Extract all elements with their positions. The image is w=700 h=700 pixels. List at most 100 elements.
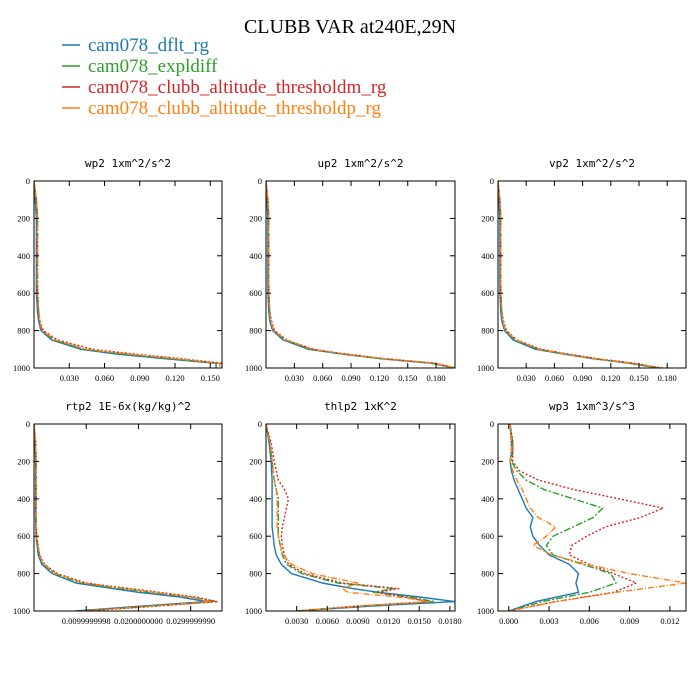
y-tick-label: 400: [17, 494, 30, 504]
legend-label: cam078_dflt_rg: [88, 35, 210, 56]
panel-title: rtp2 1E-6x(kg/kg)^2: [65, 400, 191, 413]
series-group: [34, 424, 218, 611]
panel-title: vp2 1xm^2/s^2: [549, 157, 635, 170]
series-line: [266, 424, 431, 611]
series-line: [34, 424, 208, 611]
panel: rtp2 1E-6x(kg/kg)^2 0 200 400 600 800 1000 0.00…: [13, 400, 223, 626]
y-tick-label: 0: [26, 176, 30, 186]
y-tick-label: 800: [17, 326, 30, 336]
panel-title: thlp2 1xK^2: [324, 400, 397, 413]
panel-frame: [33, 180, 223, 369]
x-tick-label: 0.006: [580, 616, 599, 626]
x-tick-label: 0.0200000000: [114, 616, 163, 626]
panel: vp2 1xm^2/s^2 0 200 400 600 800 1000 0.030 0.060…: [477, 157, 687, 383]
x-tick-label: 0.0060: [316, 616, 339, 626]
legend-entry: cam078_dflt_rg: [62, 35, 210, 56]
legend-label: cam078_expldiff: [88, 56, 218, 77]
series-line: [34, 424, 213, 611]
legend-label: cam078_clubb_altitude_thresholdp_rg: [88, 98, 382, 119]
x-tick-label: 0.120: [370, 373, 389, 383]
panel: wp3 1xm^3/s^3 0 200 400 600 800 1000 0.000 0.003…: [477, 400, 687, 626]
x-tick-label: 0.030: [60, 373, 79, 383]
series-line: [34, 424, 218, 611]
y-tick-label: 600: [17, 531, 30, 541]
y-tick-label: 200: [17, 456, 30, 466]
y-tick-label: 800: [249, 569, 262, 579]
series-line: [266, 181, 455, 368]
y-tick-label: 800: [481, 569, 494, 579]
series-line: [266, 424, 431, 611]
chart-panels: wp2 1xm^2/s^2 0 200 400 600 800 1000 0.030 0.060…: [13, 157, 687, 626]
panel-frame: [497, 423, 687, 612]
series-group: [266, 181, 455, 368]
series-group: [498, 181, 663, 368]
y-tick-label: 400: [481, 251, 494, 261]
series-line: [34, 181, 222, 368]
x-tick-label: 0.009: [620, 616, 639, 626]
panel-frame: [33, 423, 223, 612]
x-tick-label: 0.012: [660, 616, 679, 626]
panel: up2 1xm^2/s^2 0 200 400 600 800 1000 0.030 0.060…: [245, 157, 456, 383]
y-tick-label: 400: [249, 494, 262, 504]
x-tick-label: 0.090: [573, 373, 592, 383]
x-tick-label: 0.180: [427, 373, 446, 383]
x-tick-label: 0.150: [629, 373, 648, 383]
panel: wp2 1xm^2/s^2 0 200 400 600 800 1000 0.030 0.060…: [13, 157, 223, 383]
x-tick-label: 0.090: [341, 373, 360, 383]
x-tick-label: 0.0090: [346, 616, 369, 626]
x-tick-label: 0.060: [545, 373, 564, 383]
x-tick-label: 0.090: [130, 373, 149, 383]
x-tick-label: 0.0180: [438, 616, 461, 626]
x-tick-label: 0.0030: [285, 616, 308, 626]
x-tick-label: 0.120: [601, 373, 620, 383]
x-tick-label: 0.120: [165, 373, 184, 383]
x-tick-label: 0.150: [201, 373, 220, 383]
legend-entry: cam078_expldiff: [62, 56, 218, 77]
figure-title: CLUBB VAR at240E,29N: [244, 16, 456, 38]
series-group: [266, 424, 455, 611]
series-line: [266, 424, 455, 611]
y-tick-label: 400: [17, 251, 30, 261]
y-tick-label: 600: [249, 531, 262, 541]
x-tick-label: 0.030: [517, 373, 536, 383]
x-tick-label: 0.030: [285, 373, 304, 383]
series-line: [266, 424, 436, 611]
y-tick-label: 200: [249, 456, 262, 466]
y-tick-label: 600: [481, 531, 494, 541]
y-tick-label: 0: [258, 176, 262, 186]
panel-frame: [265, 423, 456, 612]
series-line: [498, 181, 661, 368]
y-tick-label: 1000: [245, 363, 262, 373]
x-tick-label: 0.0120: [377, 616, 400, 626]
x-tick-label: 0.150: [398, 373, 417, 383]
legend-entry: cam078_clubb_altitude_thresholdp_rg: [62, 98, 382, 119]
y-tick-label: 600: [249, 288, 262, 298]
x-tick-label: 0.003: [539, 616, 558, 626]
series-line: [498, 181, 663, 368]
series-line: [508, 424, 580, 611]
series-line: [498, 181, 660, 368]
series-line: [266, 181, 455, 368]
x-tick-label: 0.060: [95, 373, 114, 383]
series-line: [34, 181, 221, 368]
y-tick-label: 200: [481, 213, 494, 223]
y-tick-label: 200: [249, 213, 262, 223]
y-tick-label: 400: [481, 494, 494, 504]
y-tick-label: 200: [17, 213, 30, 223]
x-tick-label: 0.0099999998: [62, 616, 111, 626]
x-tick-label: 0.0150: [408, 616, 431, 626]
panel-frame: [497, 180, 687, 369]
y-tick-label: 200: [481, 456, 494, 466]
y-tick-label: 1000: [13, 606, 30, 616]
series-line: [34, 181, 221, 368]
series-group: [508, 424, 686, 611]
y-tick-label: 0: [258, 419, 262, 429]
panel-title: wp2 1xm^2/s^2: [85, 157, 171, 170]
y-tick-label: 0: [490, 176, 494, 186]
panel: thlp2 1xK^2 0 200 400 600 800 1000 0.0030 0.0060…: [245, 400, 462, 626]
series-line: [508, 424, 617, 611]
y-tick-label: 1000: [477, 606, 494, 616]
x-tick-label: 0.0299999990: [166, 616, 215, 626]
x-tick-label: 0.000: [499, 616, 518, 626]
